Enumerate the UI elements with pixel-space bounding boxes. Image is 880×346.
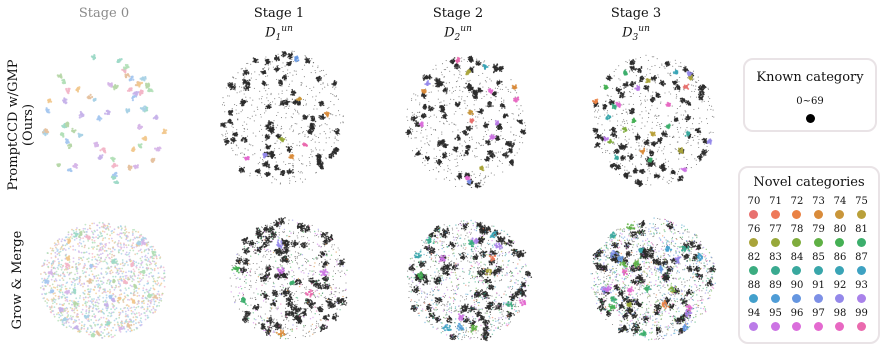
legend-novel-label-70: 70: [745, 196, 763, 207]
legend-novel-dot-80: [835, 238, 844, 247]
legend-novel-label-71: 71: [767, 196, 785, 207]
legend-novel-label-77: 77: [767, 224, 785, 235]
col-title-stage-3: Stage 3: [576, 6, 696, 21]
legend-novel-dot-82: [749, 266, 758, 275]
legend-novel-dot-89: [770, 294, 780, 303]
legend-novel-label-73: 73: [810, 196, 828, 207]
legend-novel-label-74: 74: [831, 196, 849, 207]
legend-novel-label-99: 99: [853, 308, 871, 319]
legend-novel-label-85: 85: [810, 252, 828, 263]
col-subtitle-stage-1: D1un: [219, 24, 339, 43]
legend-novel-label-81: 81: [853, 224, 871, 235]
legend-novel-dot-97: [813, 322, 823, 331]
legend-novel-label-86: 86: [831, 252, 849, 263]
legend-novel-dot-98: [835, 322, 844, 331]
col-title-stage-1: Stage 1: [219, 6, 339, 21]
legend-novel-dot-72: [792, 210, 801, 219]
tsne-panel-r0-c0: [41, 54, 168, 185]
legend-known: Known category 0~69: [743, 58, 877, 132]
legend-known-title: Known category: [745, 70, 875, 85]
legend-novel-dot-99: [856, 322, 866, 331]
legend-novel-title: Novel categories: [740, 175, 878, 190]
tsne-panel-r1-c0: [39, 221, 167, 339]
legend-novel-dot-81: [856, 238, 866, 247]
legend-novel-label-95: 95: [767, 308, 785, 319]
legend-novel-dot-83: [770, 266, 780, 275]
legend-novel-label-96: 96: [788, 308, 806, 319]
legend-novel-dot-84: [792, 266, 801, 275]
tsne-panel-r1-c3: [590, 217, 717, 341]
col-subtitle-stage-2: D2un: [398, 24, 518, 43]
legend-novel-label-72: 72: [788, 196, 806, 207]
tsne-panel-r0-c2: [405, 55, 527, 189]
legend-novel-label-75: 75: [853, 196, 871, 207]
legend-novel-dot-94: [749, 322, 758, 331]
legend-novel-label-91: 91: [810, 280, 828, 291]
tsne-panel-r1-c2: [406, 219, 533, 342]
legend-novel-dot-71: [770, 210, 780, 219]
legend-novel-label-97: 97: [810, 308, 828, 319]
legend-novel-dot-78: [792, 238, 801, 247]
legend-novel-dot-90: [792, 294, 801, 303]
legend-novel-dot-70: [749, 210, 758, 219]
legend-novel-label-98: 98: [831, 308, 849, 319]
legend-novel-dot-76: [749, 238, 758, 247]
col-subtitle-stage-3: D3un: [576, 24, 696, 43]
legend-novel-label-82: 82: [745, 252, 763, 263]
col-title-stage-0: Stage 0: [44, 6, 164, 21]
legend-novel-label-80: 80: [831, 224, 849, 235]
legend-novel-label-92: 92: [831, 280, 849, 291]
legend-known-range: 0~69: [745, 96, 875, 107]
legend-novel-dot-79: [813, 238, 823, 247]
legend-novel-label-79: 79: [810, 224, 828, 235]
legend-novel-label-87: 87: [853, 252, 871, 263]
legend-novel-dot-91: [813, 294, 823, 303]
legend-novel-label-83: 83: [767, 252, 785, 263]
legend-novel-dot-74: [835, 210, 844, 219]
legend-novel-dot-77: [770, 238, 780, 247]
legend-novel-label-94: 94: [745, 308, 763, 319]
legend-novel-dot-88: [749, 294, 758, 303]
legend-novel-dot-87: [856, 266, 866, 275]
tsne-panel-r0-c1: [220, 50, 344, 185]
legend-novel-label-88: 88: [745, 280, 763, 291]
legend-novel-label-90: 90: [788, 280, 806, 291]
col-title-stage-2: Stage 2: [398, 6, 518, 21]
legend-novel-dot-75: [856, 210, 866, 219]
row-label-promptccd: PromptCCD w/GMP (Ours): [6, 50, 36, 200]
legend-novel-label-93: 93: [853, 280, 871, 291]
legend-novel-label-76: 76: [745, 224, 763, 235]
legend-novel-dot-92: [835, 294, 844, 303]
legend-novel: Novel categories 70 71 72 73 74 75 76 77 78 79 80 8…: [738, 166, 880, 344]
legend-novel-dot-86: [835, 266, 844, 275]
legend-novel-dot-93: [856, 294, 866, 303]
legend-novel-dot-96: [792, 322, 801, 331]
legend-novel-label-89: 89: [767, 280, 785, 291]
legend-known-dot: [806, 114, 815, 123]
legend-novel-dot-85: [813, 266, 823, 275]
legend-novel-dot-73: [813, 210, 823, 219]
row-label-grow-merge: Grow & Merge: [10, 218, 25, 342]
legend-novel-label-78: 78: [788, 224, 806, 235]
tsne-panel-r1-c1: [229, 217, 348, 340]
tsne-panel-r0-c3: [592, 54, 715, 188]
legend-novel-label-84: 84: [788, 252, 806, 263]
legend-novel-dot-95: [770, 322, 780, 331]
